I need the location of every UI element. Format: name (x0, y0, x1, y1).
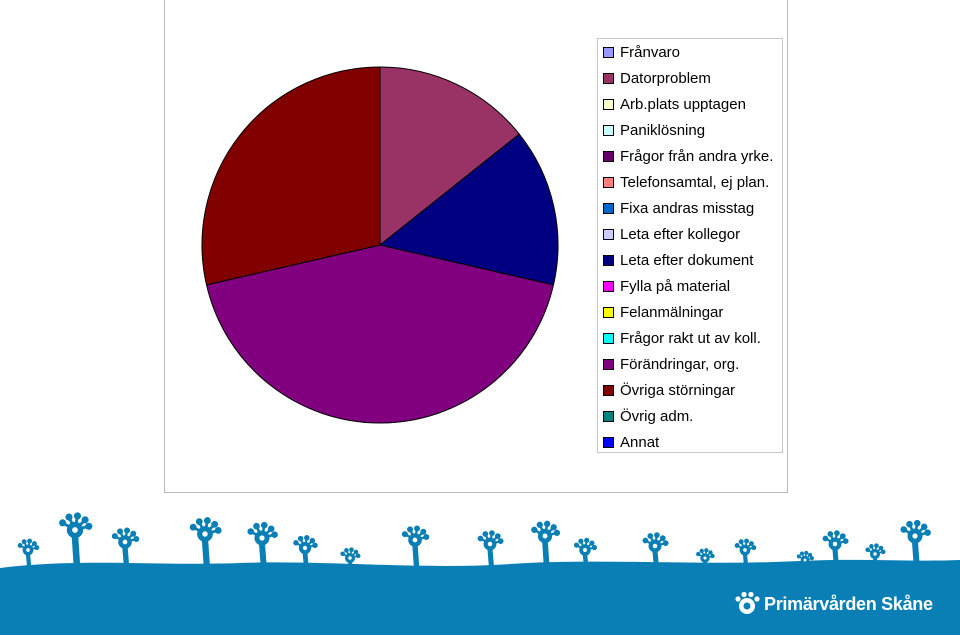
legend-label: Felanmälningar (620, 303, 724, 321)
hand-figure (642, 532, 669, 571)
hand-logo-icon (735, 591, 760, 614)
legend-swatch (603, 254, 614, 266)
legend-item: Övriga störningar (603, 380, 735, 400)
legend-label: Arb.plats upptagen (620, 95, 746, 113)
hand-figure (247, 521, 278, 571)
legend-item: Leta efter dokument (603, 250, 753, 270)
chart-area: Frånvaro Datorproblem Arb.plats upptagen Pa… (164, 0, 788, 493)
legend-label: Datorproblem (620, 69, 711, 87)
legend-item: Fylla på material (603, 276, 730, 296)
pie-slice-1 (379, 66, 520, 247)
legend-label: Leta efter dokument (620, 251, 754, 269)
pie-chart (201, 66, 559, 424)
hand-figure (340, 547, 361, 571)
hand-figure (401, 525, 430, 571)
legend-label: Frågor rakt ut av koll. (620, 329, 761, 347)
legend-label: Frågor från andra yrke. (620, 147, 774, 165)
legend-label: Paniklösning (620, 121, 706, 139)
legend-label: Leta efter kollegor (620, 225, 741, 243)
legend-swatch (603, 150, 614, 162)
legend-label: Fylla på material (620, 277, 731, 295)
legend-swatch (603, 358, 614, 370)
legend-swatch (603, 280, 614, 292)
legend-label: Annat (620, 433, 660, 451)
legend-label: Övriga störningar (620, 381, 736, 399)
hand-figure (865, 543, 886, 571)
hand-figure (573, 537, 598, 571)
legend-item: Datorproblem (603, 68, 711, 88)
legend-item: Förändringar, org. (603, 354, 739, 374)
legend-swatch (603, 436, 614, 448)
legend-swatch (603, 306, 614, 318)
legend-swatch (603, 72, 614, 84)
legend-item: Telefonsamtal, ej plan. (603, 172, 769, 192)
legend-item: Frågor från andra yrke. (603, 146, 773, 166)
pie-slice-8 (378, 133, 559, 286)
hand-figure (696, 548, 715, 571)
hand-figure (477, 530, 504, 571)
legend-item: Leta efter kollegor (603, 224, 740, 244)
legend-swatch (603, 410, 614, 422)
legend-swatch (603, 332, 614, 344)
legend-swatch (603, 228, 614, 240)
hand-figure (59, 512, 93, 571)
pie-slice-12 (205, 244, 555, 424)
legend-item: Fixa andras misstag (603, 198, 754, 218)
hand-figure (531, 520, 561, 571)
legend-item: Paniklösning (603, 120, 705, 140)
brand-name: Primärvården Skåne (764, 593, 933, 614)
legend-swatch (603, 124, 614, 136)
legend-label: Fixa andras misstag (620, 199, 755, 217)
hand-figure (111, 527, 140, 571)
hand-figure (900, 519, 931, 571)
hand-figure (822, 530, 849, 571)
pie-slice-13 (201, 66, 381, 286)
hand-figure (17, 538, 40, 571)
chart-legend: Frånvaro Datorproblem Arb.plats upptagen Pa… (597, 38, 783, 453)
hand-figure (293, 535, 318, 571)
legend-label: Förändringar, org. (620, 355, 740, 373)
legend-item: Frågor rakt ut av koll. (603, 328, 761, 348)
legend-item: Övrig adm. (603, 406, 693, 426)
legend-swatch (603, 98, 614, 110)
legend-swatch (603, 202, 614, 214)
legend-label: Frånvaro (620, 43, 681, 61)
footer-wave (0, 559, 960, 635)
brand-logo-text: Primärvården Skåne (734, 591, 933, 617)
legend-item: Frånvaro (603, 42, 680, 62)
hand-figure (734, 538, 757, 571)
legend-swatch (603, 46, 614, 58)
hand-figure (189, 517, 222, 571)
footer-decoration (0, 512, 960, 635)
legend-swatch (603, 384, 614, 396)
legend-item: Arb.plats upptagen (603, 94, 746, 114)
legend-item: Annat (603, 432, 659, 452)
hand-figure (796, 550, 814, 571)
legend-label: Övrig adm. (620, 407, 694, 425)
legend-swatch (603, 176, 614, 188)
legend-label: Telefonsamtal, ej plan. (620, 173, 770, 191)
legend-item: Felanmälningar (603, 302, 723, 322)
